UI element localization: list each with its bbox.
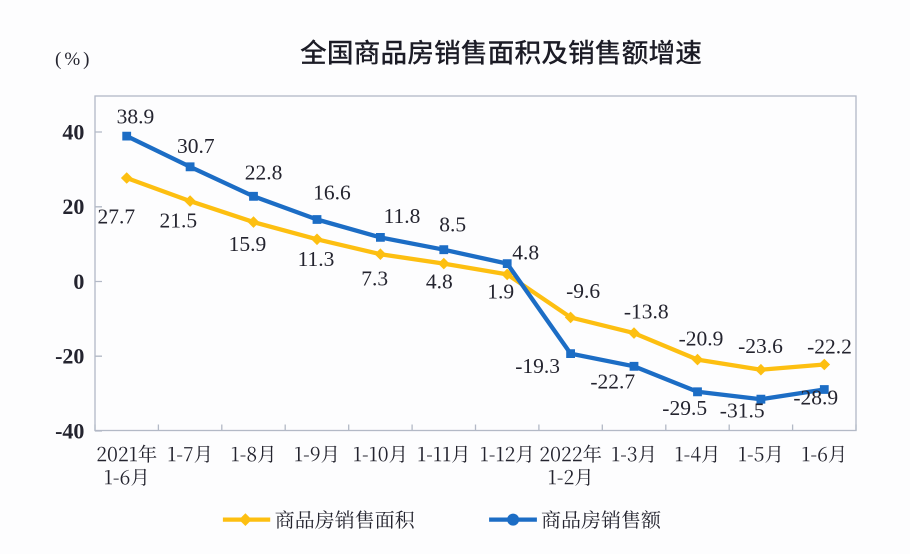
svg-text:27.7: 27.7 bbox=[97, 205, 135, 229]
svg-text:30.7: 30.7 bbox=[177, 134, 215, 158]
svg-text:(%): (%) bbox=[55, 49, 89, 70]
svg-text:-20: -20 bbox=[55, 344, 84, 369]
svg-text:0: 0 bbox=[73, 269, 84, 294]
svg-text:-23.6: -23.6 bbox=[738, 334, 783, 358]
svg-text:1.9: 1.9 bbox=[487, 280, 514, 304]
svg-text:-20.9: -20.9 bbox=[679, 326, 724, 350]
svg-text:11.3: 11.3 bbox=[298, 247, 335, 271]
svg-text:11.8: 11.8 bbox=[384, 204, 421, 228]
svg-text:38.9: 38.9 bbox=[117, 105, 155, 129]
svg-text:20: 20 bbox=[62, 194, 84, 219]
svg-text:7.3: 7.3 bbox=[361, 267, 388, 291]
svg-text:-29.5: -29.5 bbox=[662, 396, 707, 420]
svg-text:-9.6: -9.6 bbox=[566, 279, 600, 303]
svg-text:4.8: 4.8 bbox=[512, 240, 539, 264]
svg-text:40: 40 bbox=[62, 119, 84, 144]
svg-text:-22.2: -22.2 bbox=[807, 334, 852, 358]
svg-text:8.5: 8.5 bbox=[439, 213, 466, 237]
svg-text:-31.5: -31.5 bbox=[720, 398, 765, 422]
svg-text:-22.7: -22.7 bbox=[590, 369, 635, 393]
svg-text:-13.8: -13.8 bbox=[624, 300, 669, 324]
svg-text:-28.9: -28.9 bbox=[793, 386, 838, 410]
svg-text:22.8: 22.8 bbox=[245, 160, 283, 184]
svg-text:-40: -40 bbox=[55, 418, 84, 443]
svg-text:21.5: 21.5 bbox=[159, 208, 197, 232]
svg-text:15.9: 15.9 bbox=[229, 232, 267, 256]
svg-text:4.8: 4.8 bbox=[426, 270, 453, 294]
svg-text:-19.3: -19.3 bbox=[515, 354, 560, 378]
svg-text:16.6: 16.6 bbox=[313, 181, 351, 205]
